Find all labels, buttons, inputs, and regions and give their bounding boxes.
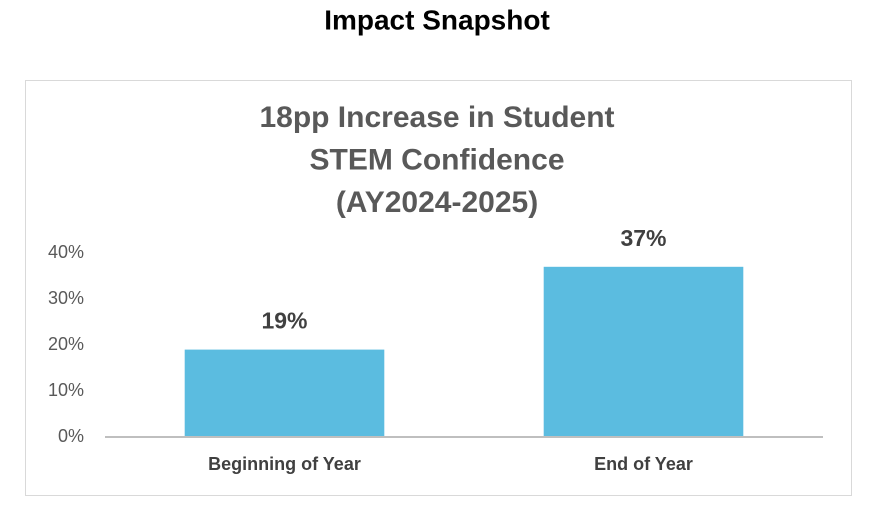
y-tick-label: 0% <box>58 426 84 446</box>
y-tick-label: 40% <box>48 242 84 262</box>
x-tick-label: End of Year <box>594 454 693 474</box>
y-tick-label: 10% <box>48 380 84 400</box>
y-tick-label: 30% <box>48 288 84 308</box>
x-tick-label: Beginning of Year <box>208 454 361 474</box>
bar <box>543 266 744 437</box>
page-title: Impact Snapshot <box>324 4 550 35</box>
chart-title: 18pp Increase in Student <box>259 101 614 134</box>
y-tick-label: 20% <box>48 334 84 354</box>
chart-title: STEM Confidence <box>309 143 564 176</box>
value-label: 37% <box>620 225 666 251</box>
value-label: 19% <box>261 308 307 334</box>
chart-title: (AY2024-2025) <box>336 186 538 219</box>
bar <box>184 349 385 437</box>
